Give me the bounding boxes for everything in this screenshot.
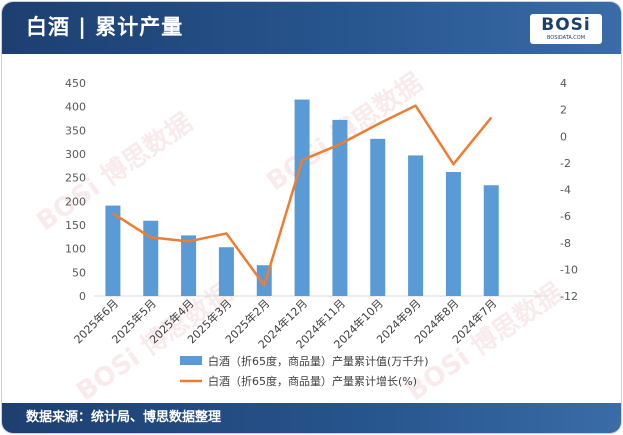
bar	[294, 99, 310, 296]
bar	[181, 235, 197, 296]
y2-tick-label: -12	[560, 290, 578, 303]
legend-swatch-bar	[180, 356, 202, 365]
line-point	[339, 143, 341, 145]
bar	[143, 220, 159, 296]
line-point	[188, 240, 190, 242]
y2-tick-label: -6	[560, 210, 571, 223]
line-point	[490, 117, 492, 119]
y-tick-label: 150	[65, 219, 86, 232]
logo-word: BOSi	[541, 15, 591, 35]
y-tick-label: 50	[72, 266, 86, 279]
y-tick-label: 450	[65, 77, 86, 90]
y2-tick-label: -2	[560, 157, 571, 170]
y2-tick-label: 4	[560, 77, 567, 90]
page-title: 白酒 | 累计产量	[26, 15, 184, 39]
footer-bar: 数据来源：统计局、博思数据整理	[2, 403, 621, 433]
y2-tick-label: -4	[560, 184, 571, 197]
line-point	[150, 236, 152, 238]
line-point	[415, 105, 417, 107]
brand-logo: BOSi BOSIDATA.COM	[530, 14, 602, 44]
y2-tick-label: 2	[560, 104, 567, 117]
y2-tick-label: 0	[560, 130, 567, 143]
line-point	[112, 212, 114, 214]
bar	[445, 171, 461, 296]
bar	[370, 138, 386, 296]
line-point	[225, 232, 227, 234]
bar	[218, 247, 234, 296]
bar	[408, 155, 424, 296]
source-note: 数据来源：统计局、博思数据整理	[26, 410, 222, 425]
y-tick-label: 400	[65, 101, 86, 114]
y2-tick-label: -10	[560, 263, 578, 276]
y-tick-label: 200	[65, 195, 86, 208]
y-tick-label: 300	[65, 148, 86, 161]
y-tick-label: 100	[65, 243, 86, 256]
legend-label-bar: 白酒（折65度，商品量）产量累计值(万千升)	[208, 354, 429, 368]
line-point	[377, 123, 379, 125]
legend-label-line: 白酒（折65度，商品量）产量累计增长(%)	[208, 374, 417, 388]
line-point	[301, 159, 303, 161]
y-tick-label: 350	[65, 124, 86, 137]
y-tick-label: 0	[79, 290, 86, 303]
bar	[332, 119, 348, 296]
line-point	[263, 284, 265, 286]
bar	[483, 185, 499, 296]
y-tick-label: 250	[65, 172, 86, 185]
bar	[105, 205, 121, 296]
logo-subtext: BOSIDATA.COM	[546, 35, 586, 41]
y2-tick-label: -8	[560, 237, 571, 250]
header-bar: 白酒 | 累计产量 BOSi BOSIDATA.COM	[2, 2, 621, 54]
line-point	[452, 163, 454, 165]
